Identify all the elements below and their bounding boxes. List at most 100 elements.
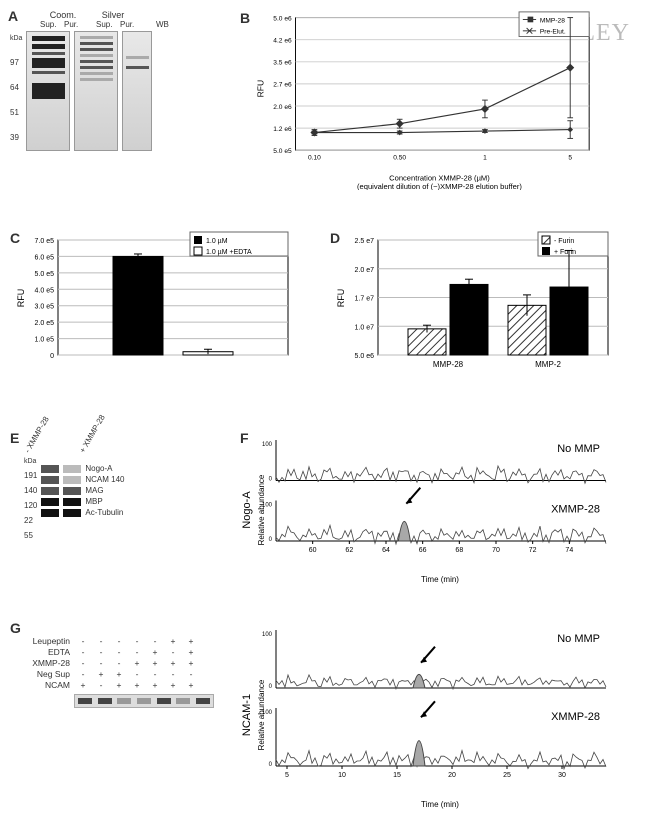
- panel-f-label: F: [240, 430, 249, 446]
- svg-text:2.0 e6: 2.0 e6: [273, 104, 292, 111]
- svg-text:2.5 e7: 2.5 e7: [355, 238, 375, 245]
- svg-text:Pre-Elut.: Pre-Elut.: [540, 29, 566, 36]
- svg-text:MMP-28: MMP-28: [540, 17, 565, 24]
- svg-text:5.0 e6: 5.0 e6: [273, 15, 292, 22]
- svg-text:4.2 e6: 4.2 e6: [273, 38, 292, 45]
- panel-g-label: G: [10, 620, 21, 636]
- mw-ladder: kDa 97 64 51 39: [10, 35, 22, 151]
- svg-text:MMP-28: MMP-28: [433, 360, 464, 369]
- svg-text:- Furin: - Furin: [554, 238, 574, 245]
- sub-pur2: Pur.: [120, 20, 142, 29]
- svg-text:3.5 e6: 3.5 e6: [273, 60, 292, 67]
- gel-wb: [122, 31, 152, 151]
- svg-text:0: 0: [269, 537, 273, 543]
- svg-text:1.0 e7: 1.0 e7: [355, 324, 375, 331]
- svg-text:62: 62: [345, 547, 353, 554]
- svg-text:100: 100: [262, 503, 273, 509]
- panel-b-label: B: [240, 10, 250, 26]
- svg-text:Time (min): Time (min): [421, 575, 459, 584]
- panel-a-label: A: [8, 8, 18, 24]
- svg-text:1: 1: [483, 155, 487, 162]
- svg-text:5: 5: [568, 155, 572, 162]
- chart-b: RFU MMP-28 Pre-Elut. 5.0 e5 1.2 e6 2.0 e6 2…: [240, 10, 620, 190]
- wb-e-mw: kDa 191 140 120 22 55: [24, 458, 37, 540]
- svg-text:100: 100: [262, 710, 273, 716]
- g-gel: [74, 694, 214, 708]
- svg-text:5.0 e6: 5.0 e6: [355, 353, 375, 360]
- svg-text:10: 10: [338, 772, 346, 779]
- svg-text:0: 0: [269, 684, 273, 690]
- svg-text:74: 74: [565, 547, 573, 554]
- svg-text:72: 72: [529, 547, 537, 554]
- svg-text:1.7 e7: 1.7 e7: [355, 296, 375, 303]
- panel-c-label: C: [10, 230, 20, 246]
- svg-text:RFU: RFU: [255, 80, 265, 98]
- panel-e: E kDa 191 140 120 22 55 - XMMP-28 + XMMP…: [10, 430, 210, 580]
- svg-text:0: 0: [269, 477, 273, 483]
- svg-text:2.7 e6: 2.7 e6: [273, 82, 292, 89]
- svg-text:68: 68: [455, 547, 463, 554]
- svg-text:66: 66: [419, 547, 427, 554]
- svg-text:RFU: RFU: [336, 289, 346, 308]
- svg-text:5.0 e5: 5.0 e5: [273, 148, 292, 155]
- svg-text:7.0 e5: 7.0 e5: [35, 238, 55, 245]
- svg-text:0: 0: [50, 353, 54, 360]
- svg-text:20: 20: [448, 772, 456, 779]
- svg-text:5: 5: [285, 772, 289, 779]
- sub-wb: WB: [156, 20, 186, 29]
- panel-d: D RFU - Furin + Furin 5.0 e61.0 e71.7 e7…: [330, 230, 630, 390]
- svg-text:2.0 e7: 2.0 e7: [355, 267, 375, 274]
- svg-text:70: 70: [492, 547, 500, 554]
- svg-text:100: 100: [262, 632, 273, 638]
- svg-text:0: 0: [269, 762, 273, 768]
- sub-pur1: Pur.: [64, 20, 86, 29]
- svg-text:15: 15: [393, 772, 401, 779]
- sub-sup1: Sup.: [40, 20, 62, 29]
- svg-text:60: 60: [309, 547, 317, 554]
- svg-text:Time (min): Time (min): [421, 800, 459, 809]
- panel-a: A Coom. Silver Sup. Pur. Sup. Pur. WB kD…: [10, 10, 220, 180]
- chrom-fr: NCAM-1 Relative abundance 1000No MMP1000…: [240, 620, 620, 810]
- panel-f: F Nogo-A Relative abundance 100 0 No MMP 10…: [240, 430, 630, 585]
- svg-text:30: 30: [558, 772, 566, 779]
- chart-c: RFU 1.0 µM 1.0 µM +EDTA 01.0 e52.0 e53.0…: [10, 230, 300, 380]
- panel-e-label: E: [10, 430, 19, 446]
- svg-text:No MMP: No MMP: [557, 443, 600, 455]
- panel-b: B RFU MMP-28 Pre-Elut. 5.0 e5 1.2 e6 2.0 e…: [240, 10, 630, 210]
- svg-text:25: 25: [503, 772, 511, 779]
- svg-text:0.50: 0.50: [393, 155, 406, 162]
- panel-fr: NCAM-1 Relative abundance 1000No MMP1000…: [240, 620, 630, 820]
- svg-text:1.0 µM +EDTA: 1.0 µM +EDTA: [206, 249, 252, 256]
- svg-text:64: 64: [382, 547, 390, 554]
- svg-text:3.0 e5: 3.0 e5: [35, 304, 55, 311]
- svg-text:Nogo-A: Nogo-A: [241, 491, 253, 529]
- panel-g: G Leupeptin-----++EDTA----+-+XMMP-28---+…: [10, 620, 240, 770]
- lane-minus: - XMMP-28: [23, 415, 67, 464]
- gel-top-coom: Coom.: [38, 10, 88, 20]
- svg-text:0.10: 0.10: [308, 155, 321, 162]
- svg-text:4.0 e5: 4.0 e5: [35, 287, 55, 294]
- svg-text:1.0 e5: 1.0 e5: [35, 337, 55, 344]
- chart-d: RFU - Furin + Furin 5.0 e61.0 e71.7 e72.…: [330, 230, 620, 390]
- chrom-f: Nogo-A Relative abundance 100 0 No MMP 100 0…: [240, 430, 620, 585]
- svg-text:MMP-2: MMP-2: [535, 360, 561, 369]
- svg-text:No MMP: No MMP: [557, 633, 600, 645]
- svg-text:100: 100: [262, 442, 273, 448]
- sub-sup2: Sup.: [96, 20, 118, 29]
- gel-silver: [74, 31, 118, 151]
- svg-text:XMMP-28: XMMP-28: [551, 504, 600, 516]
- svg-text:XMMP-28: XMMP-28: [551, 711, 600, 723]
- svg-text:5.0 e5: 5.0 e5: [35, 271, 55, 278]
- gel-top-blank: [138, 10, 172, 20]
- svg-text:Relative abundance: Relative abundance: [257, 474, 266, 545]
- gel-top-silver: Silver: [88, 10, 138, 20]
- gel-coom: [26, 31, 70, 151]
- svg-text:RFU: RFU: [16, 289, 26, 308]
- svg-text:1.0 µM: 1.0 µM: [206, 238, 228, 245]
- lane-plus: + XMMP-28: [78, 413, 123, 464]
- svg-text:6.0 e5: 6.0 e5: [35, 254, 55, 261]
- svg-text:NCAM-1: NCAM-1: [241, 694, 253, 736]
- panel-d-label: D: [330, 230, 340, 246]
- svg-text:(equivalent dilution of (−)XMM: (equivalent dilution of (−)XMMP-28 eluti…: [357, 182, 522, 190]
- svg-text:1.2 e6: 1.2 e6: [273, 126, 292, 133]
